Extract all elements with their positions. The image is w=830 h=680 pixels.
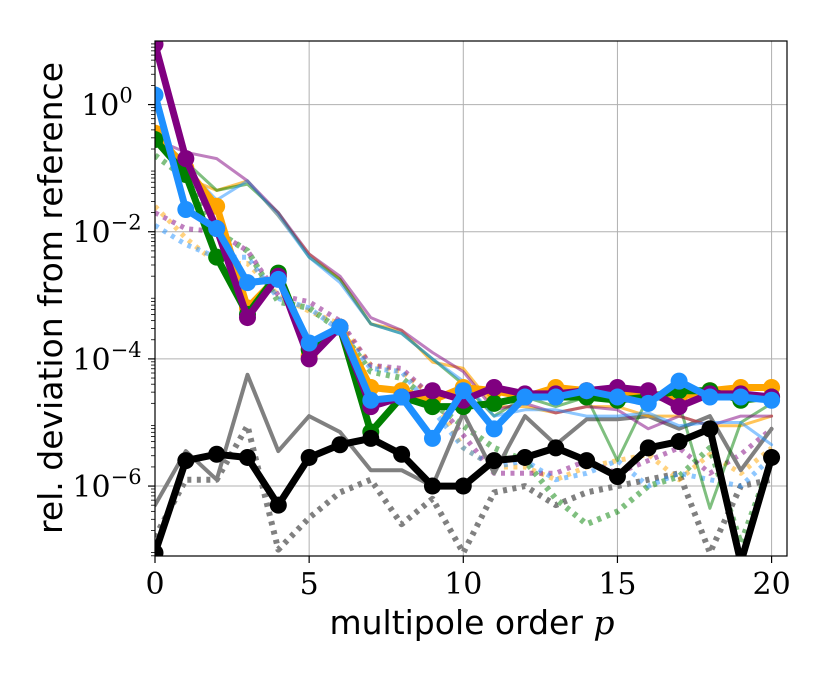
data-point <box>208 445 226 463</box>
data-point <box>763 391 781 409</box>
data-point <box>578 382 596 400</box>
data-point <box>485 379 503 397</box>
data-point <box>177 200 195 218</box>
data-point <box>608 468 626 486</box>
data-point <box>670 398 688 416</box>
x-tick-label: 10 <box>444 567 482 602</box>
series-13 <box>155 86 781 447</box>
data-point <box>578 452 596 470</box>
data-point <box>362 429 380 447</box>
data-point <box>155 131 164 149</box>
data-point <box>238 309 256 327</box>
data-point <box>608 388 626 406</box>
data-point <box>238 448 256 466</box>
data-point <box>177 150 195 168</box>
data-point <box>155 86 164 104</box>
data-point <box>423 382 441 400</box>
data-point <box>763 448 781 466</box>
data-point <box>485 394 503 412</box>
x-tick-label: 0 <box>145 567 164 602</box>
data-point <box>423 477 441 495</box>
data-point <box>516 388 534 406</box>
data-point <box>331 436 349 454</box>
data-point <box>331 318 349 336</box>
data-point <box>701 420 719 438</box>
data-point <box>208 248 226 266</box>
data-point <box>238 274 256 292</box>
data-point <box>300 350 318 368</box>
data-point <box>732 388 750 406</box>
data-point <box>670 372 688 390</box>
x-tick-labels: 0 5 10 15 20 <box>145 567 790 602</box>
data-point <box>639 394 657 412</box>
data-point <box>639 439 657 457</box>
data-point <box>454 477 472 495</box>
data-point <box>362 391 380 409</box>
series-line <box>155 223 774 489</box>
y-tick-label: 10−2 <box>72 211 141 251</box>
series-14 <box>155 420 781 556</box>
data-point <box>423 398 441 416</box>
data-point <box>516 448 534 466</box>
data-point <box>155 41 164 53</box>
x-axis-label: multipole order p <box>329 603 614 642</box>
data-point <box>454 382 472 400</box>
series-3 <box>155 210 774 476</box>
data-point <box>423 429 441 447</box>
data-point <box>208 220 226 238</box>
data-point <box>300 448 318 466</box>
data-point <box>269 496 287 514</box>
y-tick-label: 100 <box>81 84 133 124</box>
data-point <box>485 420 503 438</box>
data-point <box>393 445 411 463</box>
data-point <box>547 388 565 406</box>
y-tick-labels: 100 10−2 10−4 10−6 <box>72 84 141 505</box>
data-point <box>155 544 164 556</box>
data-point <box>300 334 318 352</box>
y-tick-label: 10−4 <box>72 338 141 378</box>
x-tick-label: 5 <box>300 567 319 602</box>
data-point <box>639 382 657 400</box>
data-point <box>269 270 287 288</box>
data-point <box>485 452 503 470</box>
x-tick-label: 15 <box>598 567 636 602</box>
y-axis-label: rel. deviation from reference <box>31 62 70 534</box>
data-point <box>701 388 719 406</box>
x-tick-label: 20 <box>752 567 790 602</box>
data-point <box>547 439 565 457</box>
ticks <box>148 43 773 563</box>
data-point <box>177 452 195 470</box>
data-point <box>670 433 688 451</box>
series-line <box>155 210 774 476</box>
y-tick-label: 10−6 <box>72 465 141 505</box>
data-point <box>393 388 411 406</box>
series-4 <box>155 223 774 489</box>
series-layer <box>155 41 781 556</box>
